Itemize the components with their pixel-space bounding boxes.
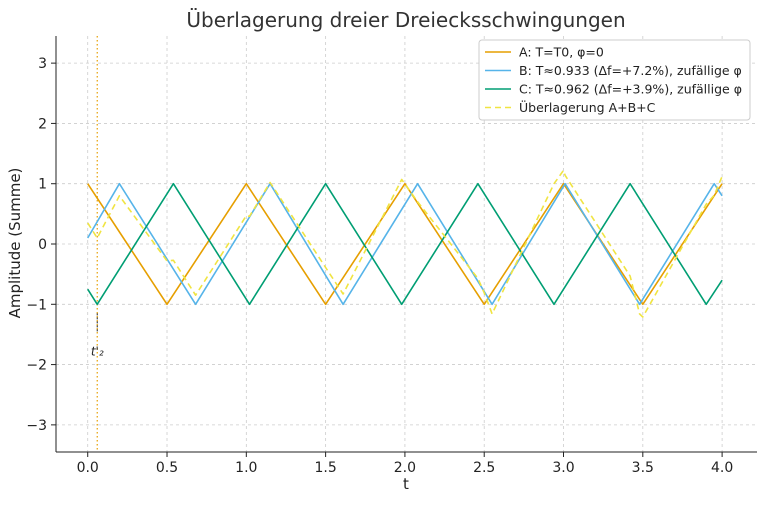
- series-line-0: [87, 182, 723, 306]
- x-tick-label: 0.0: [77, 460, 99, 476]
- y-tick-label: 3: [38, 56, 47, 72]
- axes-layer: 0.0 0.5 1.0 1.5 2.0 2.5 3.0 3.5 4.0 −3 −2 −1 0 1 2 3: [26, 36, 757, 476]
- x-tick-label: 0.5: [156, 460, 178, 476]
- marker-label: t'₂: [91, 345, 104, 359]
- y-tick-label: 1: [38, 177, 47, 193]
- series-line-2: [87, 182, 723, 306]
- series-layer: [87, 169, 723, 318]
- legend-label-3: Überlagerung A+B+C: [519, 99, 656, 115]
- x-tick-label: 3.0: [552, 460, 574, 476]
- y-tick-label: 0: [38, 237, 47, 253]
- x-tick-label: 1.0: [235, 460, 257, 476]
- series-line-3: [87, 169, 723, 318]
- chart-title: Überlagerung dreier Dreiecksschwingungen: [186, 8, 625, 32]
- series-line-1: [87, 182, 723, 306]
- legend-label-0: A: T=T0, φ=0: [519, 45, 604, 60]
- y-axis-label: Amplitude (Summe): [6, 168, 24, 319]
- x-tick-label: 1.5: [314, 460, 336, 476]
- x-tick-label: 2.0: [394, 460, 416, 476]
- x-tick-label: 3.5: [632, 460, 654, 476]
- y-tick-label: −1: [26, 297, 47, 313]
- x-tick-label: 4.0: [711, 460, 733, 476]
- y-tick-label: −3: [26, 418, 47, 434]
- y-tick-label: 2: [38, 116, 47, 132]
- x-axis-label: t: [403, 475, 409, 493]
- legend-label-1: B: T≈0.933 (Δf=+7.2%), zufällige φ: [519, 63, 742, 78]
- legend: A: T=T0, φ=0 B: T≈0.933 (Δf=+7.2%), zufäl…: [478, 39, 751, 121]
- legend-label-2: C: T≈0.962 (Δf=+3.9%), zufällige φ: [519, 82, 742, 97]
- y-tick-label: −2: [26, 358, 47, 374]
- annotation-layer: t'₂: [91, 36, 104, 452]
- x-tick-label: 2.5: [473, 460, 495, 476]
- legend-box: [478, 39, 751, 121]
